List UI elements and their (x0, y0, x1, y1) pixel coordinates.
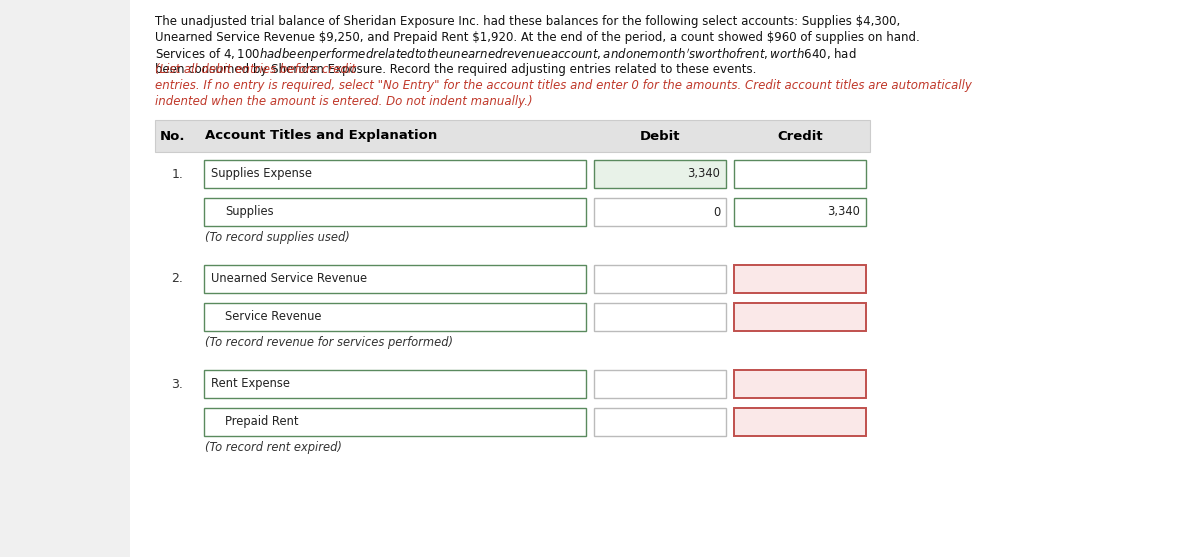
Bar (130, 0, 1200, 557)
Text: 0: 0 (713, 206, 720, 218)
Text: Supplies: Supplies (226, 206, 274, 218)
Text: Prepaid Rent: Prepaid Rent (226, 416, 299, 428)
Text: Supplies Expense: Supplies Expense (211, 168, 312, 180)
Text: (To record revenue for services performed): (To record revenue for services performe… (205, 336, 454, 349)
Text: Unearned Service Revenue: Unearned Service Revenue (211, 272, 367, 286)
Text: Debit: Debit (640, 129, 680, 143)
Bar (204, 303, 586, 331)
Bar (204, 198, 586, 226)
Text: entries. If no entry is required, select "No Entry" for the account titles and e: entries. If no entry is required, select… (155, 79, 972, 92)
Text: (To record rent expired): (To record rent expired) (205, 441, 342, 454)
Bar (734, 160, 866, 188)
Text: Credit: Credit (778, 129, 823, 143)
Bar (204, 408, 586, 436)
Text: (List all debit entries before credit: (List all debit entries before credit (155, 63, 356, 76)
Text: 3,340: 3,340 (827, 206, 860, 218)
Bar (594, 370, 726, 398)
Bar (734, 303, 866, 331)
Text: Rent Expense: Rent Expense (211, 378, 290, 390)
Text: Account Titles and Explanation: Account Titles and Explanation (205, 129, 437, 143)
Bar (734, 370, 866, 398)
Text: Service Revenue: Service Revenue (226, 310, 322, 324)
Text: been consumed by Sheridan Exposure. Record the required adjusting entries relate: been consumed by Sheridan Exposure. Reco… (155, 63, 760, 76)
Text: 2.: 2. (172, 272, 184, 286)
Text: 1.: 1. (172, 168, 184, 180)
Text: 3,340: 3,340 (688, 168, 720, 180)
Bar (155, 120, 870, 152)
Bar (734, 408, 866, 436)
Bar (734, 198, 866, 226)
Bar (594, 198, 726, 226)
Bar (594, 160, 726, 188)
Bar (204, 370, 586, 398)
Text: Services of $4,100 had been performed related to the unearned revenue account, a: Services of $4,100 had been performed re… (155, 47, 857, 65)
Text: No.: No. (160, 129, 186, 143)
Text: indented when the amount is entered. Do not indent manually.): indented when the amount is entered. Do … (155, 95, 533, 108)
Bar (204, 160, 586, 188)
Text: (To record supplies used): (To record supplies used) (205, 231, 349, 244)
Text: Unearned Service Revenue $9,250, and Prepaid Rent $1,920. At the end of the peri: Unearned Service Revenue $9,250, and Pre… (155, 31, 919, 44)
Bar (594, 408, 726, 436)
Text: The unadjusted trial balance of Sheridan Exposure Inc. had these balances for th: The unadjusted trial balance of Sheridan… (155, 15, 900, 28)
Bar (204, 265, 586, 293)
Bar (594, 303, 726, 331)
Bar (594, 265, 726, 293)
Text: 3.: 3. (172, 378, 184, 390)
Bar (734, 265, 866, 293)
